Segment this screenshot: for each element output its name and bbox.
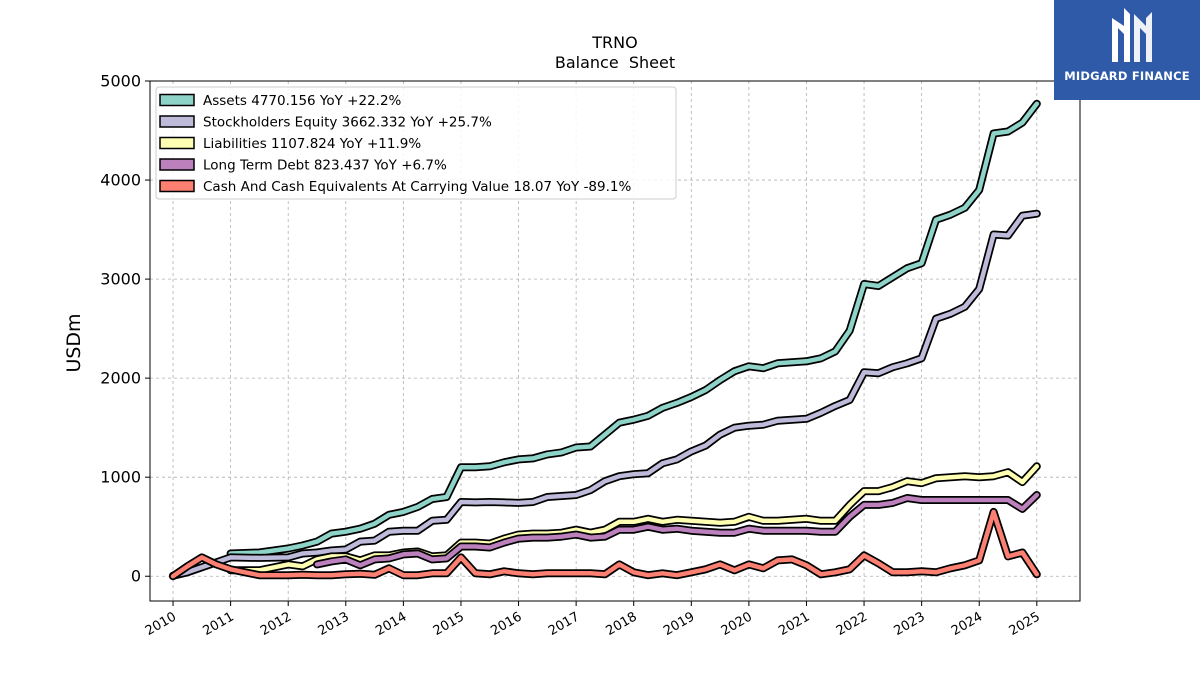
x-tick-label: 2012 — [258, 609, 294, 639]
plot-frame — [149, 80, 1081, 602]
x-tick-label: 2011 — [200, 609, 236, 639]
y-tick-label: 3000 — [100, 270, 141, 289]
series-0 — [226, 99, 1041, 558]
series-1 — [169, 209, 1041, 580]
legend-entry: Liabilities 1107.824 YoY +11.9% — [203, 136, 421, 152]
x-tick-label: 2021 — [776, 609, 812, 639]
x-tick-label: 2025 — [1007, 609, 1043, 639]
legend-box — [155, 86, 677, 200]
series-line — [314, 492, 1040, 568]
midgard-finance-logo: MIDGARD FINANCE — [1054, 0, 1200, 100]
y-axis-label: USDm — [63, 313, 85, 372]
legend-entry: Stockholders Equity 3662.332 YoY +25.7% — [203, 115, 492, 131]
series-4 — [169, 507, 1041, 581]
legend-entry: Long Term Debt 823.437 YoY +6.7% — [203, 158, 447, 174]
x-tick-label: 2016 — [488, 609, 524, 639]
y-tick-label: 0 — [131, 567, 141, 586]
logo-text: MIDGARD FINANCE — [1064, 69, 1190, 83]
legend-entry: Cash And Cash Equivalents At Carrying Va… — [203, 179, 631, 195]
x-tick-label: 2023 — [891, 609, 927, 639]
y-tick-label: 5000 — [100, 72, 141, 91]
x-tick-label: 2022 — [834, 609, 870, 639]
legend-swatch — [159, 179, 195, 193]
x-tick-label: 2017 — [546, 609, 582, 639]
x-tick-label: 2019 — [661, 609, 697, 639]
y-tick-label: 4000 — [100, 171, 141, 190]
x-tick-label: 2010 — [143, 609, 179, 639]
legend-swatch — [159, 93, 195, 107]
series-line — [170, 211, 1040, 578]
x-axis-ticks: 2010 2011 2012 2013 2014 2015 2016 2017 2018 2019… — [143, 601, 1043, 639]
legend-swatch — [159, 136, 195, 150]
series-line — [228, 101, 1040, 556]
series-line — [170, 509, 1040, 579]
legend-entry: Assets 4770.156 YoY +22.2% — [203, 93, 402, 109]
x-tick-label: 2013 — [316, 609, 352, 639]
x-tick-label: 2024 — [949, 609, 985, 639]
x-tick-label: 2020 — [719, 609, 755, 639]
legend-swatch — [159, 115, 195, 128]
y-tick-label: 2000 — [100, 369, 141, 388]
logo-mark-icon — [1112, 8, 1152, 62]
series-3 — [313, 491, 1041, 570]
chart-subtitle: Balance Sheet — [555, 53, 675, 72]
series-2 — [226, 462, 1041, 575]
y-tick-label: 1000 — [100, 468, 141, 487]
chart-title: TRNO — [591, 33, 637, 52]
legend: Assets 4770.156 YoY +22.2% Stockholders E… — [155, 86, 677, 200]
x-tick-label: 2015 — [431, 609, 467, 639]
y-axis-ticks: 0 1000 2000 3000 4000 5000 — [100, 72, 150, 586]
legend-swatch — [159, 158, 195, 171]
series-lines — [169, 99, 1041, 581]
x-tick-label: 2018 — [604, 609, 640, 639]
x-tick-label: 2014 — [373, 609, 409, 639]
